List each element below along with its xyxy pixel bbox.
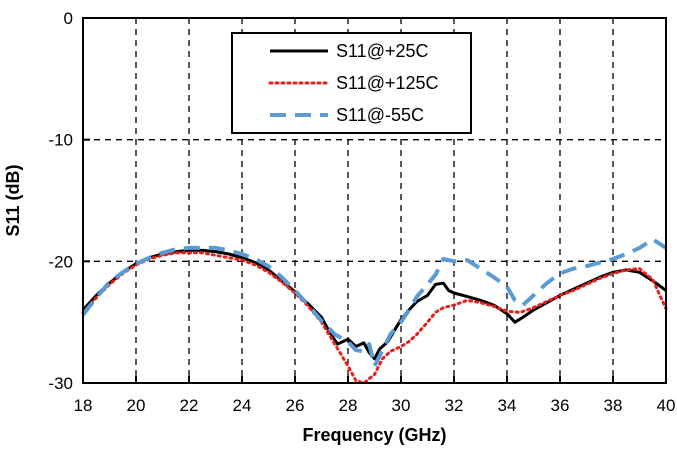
y-axis-title: S11 (dB)	[3, 164, 23, 236]
axis-ticks: 18 20 22 24 26 28 30 32 34 36 38 40 0 -10 -20 -30	[48, 9, 675, 415]
x-tick-label: 36	[551, 396, 570, 415]
series-line-1	[81, 248, 667, 361]
y-tick-label: -20	[48, 252, 73, 271]
y-tick-label: -30	[48, 374, 73, 393]
x-tick-label: 40	[657, 396, 676, 415]
x-tick-label: 38	[604, 396, 623, 415]
legend-label-1: S11@+25C	[336, 41, 429, 61]
x-tick-label: 34	[498, 396, 517, 415]
x-tick-label: 30	[392, 396, 411, 415]
legend: S11@+25C S11@+125C S11@-55C	[231, 32, 472, 134]
x-tick-label: 20	[127, 396, 146, 415]
series-layer	[81, 237, 668, 385]
x-tick-label: 22	[180, 396, 199, 415]
x-tick-label: 26	[286, 396, 305, 415]
x-tick-label: 28	[339, 396, 358, 415]
series-line-3	[81, 237, 668, 368]
plot-frame	[82, 17, 667, 384]
x-tick-label: 18	[74, 396, 93, 415]
x-tick-label: 24	[233, 396, 252, 415]
x-tick-label: 32	[445, 396, 464, 415]
legend-label-2: S11@+125C	[336, 73, 439, 93]
y-tick-label: 0	[64, 9, 73, 28]
series-line-2	[81, 251, 668, 385]
legend-label-3: S11@-55C	[336, 105, 424, 125]
x-axis-title: Frequency (GHz)	[302, 425, 446, 445]
y-tick-label: -10	[48, 131, 73, 150]
